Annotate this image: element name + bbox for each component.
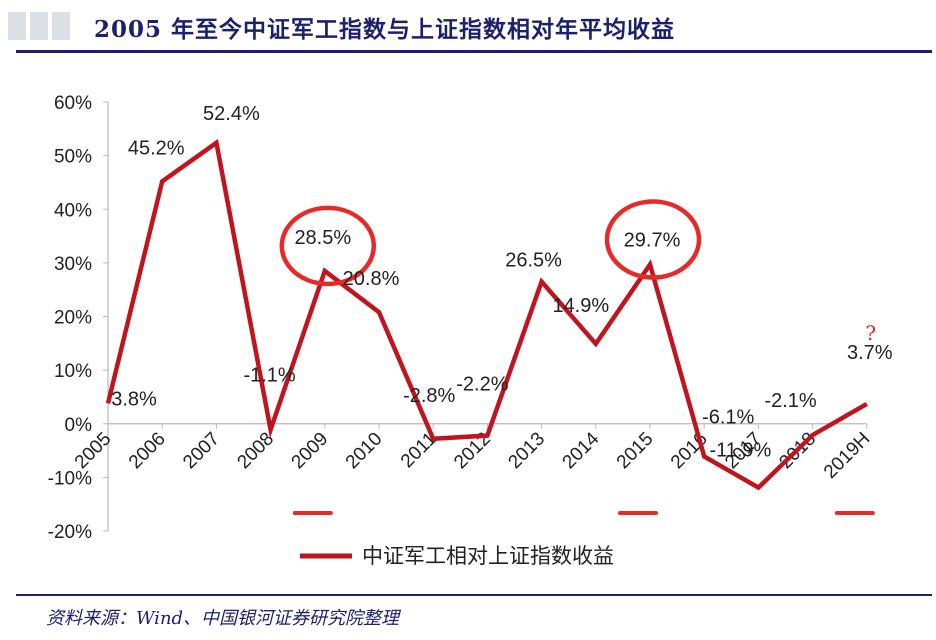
x-tick-label: 2016 xyxy=(667,428,712,473)
data-label: 52.4% xyxy=(203,103,260,125)
title-decoration xyxy=(8,12,88,40)
x-tick-label: 2014 xyxy=(559,428,604,473)
y-tick-label: 0% xyxy=(65,415,93,436)
legend: 中证军工相对上证指数收益 xyxy=(300,544,614,568)
x-tick-label: 2009 xyxy=(288,428,333,473)
y-tick-label: 10% xyxy=(54,361,92,382)
legend-label: 中证军工相对上证指数收益 xyxy=(362,544,614,568)
y-tick-label: -10% xyxy=(48,468,92,489)
y-tick-label: 30% xyxy=(54,254,92,275)
circle-highlight xyxy=(604,199,702,280)
data-label: 3.8% xyxy=(111,388,157,410)
data-label: -11.9% xyxy=(709,440,771,462)
y-tick-label: 60% xyxy=(54,93,92,114)
data-label: 20.8% xyxy=(343,268,400,290)
data-label: -1.1% xyxy=(243,365,295,387)
data-label: -2.1% xyxy=(764,390,816,412)
x-tick-label: 2008 xyxy=(233,428,278,473)
x-tick-label: 2006 xyxy=(125,428,170,473)
data-label: 14.9% xyxy=(552,295,609,317)
title-decoration-block xyxy=(52,12,70,40)
data-label: -2.2% xyxy=(456,374,508,396)
chart-axes xyxy=(103,101,868,532)
circle-annotations xyxy=(279,199,702,287)
data-label: -2.8% xyxy=(403,385,455,407)
title-divider xyxy=(16,50,932,53)
source-note: 资料来源：Wind、中国银河证券研究院整理 xyxy=(46,608,400,629)
x-tick-label: 2007 xyxy=(179,428,224,473)
series-group xyxy=(105,138,868,491)
y-tick-label: -20% xyxy=(48,522,92,543)
title-row: 2005 年至今中证军工指数与上证指数相对年平均收益 xyxy=(0,0,936,50)
line-chart: 60%50%40%30%20%10%0%-10%-20% 2005 2006 200… xyxy=(48,93,893,568)
page-title: 2005 年至今中证军工指数与上证指数相对年平均收益 xyxy=(94,16,676,43)
circle-highlight xyxy=(279,205,377,287)
x-tick-label: 2019H xyxy=(820,428,874,482)
x-tick-label: 2013 xyxy=(504,428,549,473)
x-tick-label: 2015 xyxy=(613,428,658,473)
data-label: 29.7% xyxy=(624,229,681,251)
data-label: 3.7% xyxy=(847,342,893,364)
y-tick-label: 40% xyxy=(54,200,92,221)
source-divider xyxy=(16,594,932,596)
data-labels: 3.8% 45.2% 52.4% -1.1% 28.5% 20.8% -2.8%-2.2% 2… xyxy=(111,103,893,462)
data-label: 28.5% xyxy=(294,227,351,249)
y-tick-labels: 60% 50% 40% 30% 20% 10% 0% -10% -20% xyxy=(48,93,92,543)
y-tick-label: 50% xyxy=(54,147,92,168)
data-label: -6.1% xyxy=(702,406,754,428)
y-tick-label: 20% xyxy=(54,308,92,329)
question-mark-annotation: ? xyxy=(865,321,876,345)
data-label: 45.2% xyxy=(128,137,185,159)
title-decoration-block xyxy=(30,12,48,40)
title-decoration-block xyxy=(8,12,26,40)
data-label: 26.5% xyxy=(505,250,562,272)
x-tick-label: 2010 xyxy=(342,428,387,473)
x-tick-label: 2011 xyxy=(397,428,441,472)
